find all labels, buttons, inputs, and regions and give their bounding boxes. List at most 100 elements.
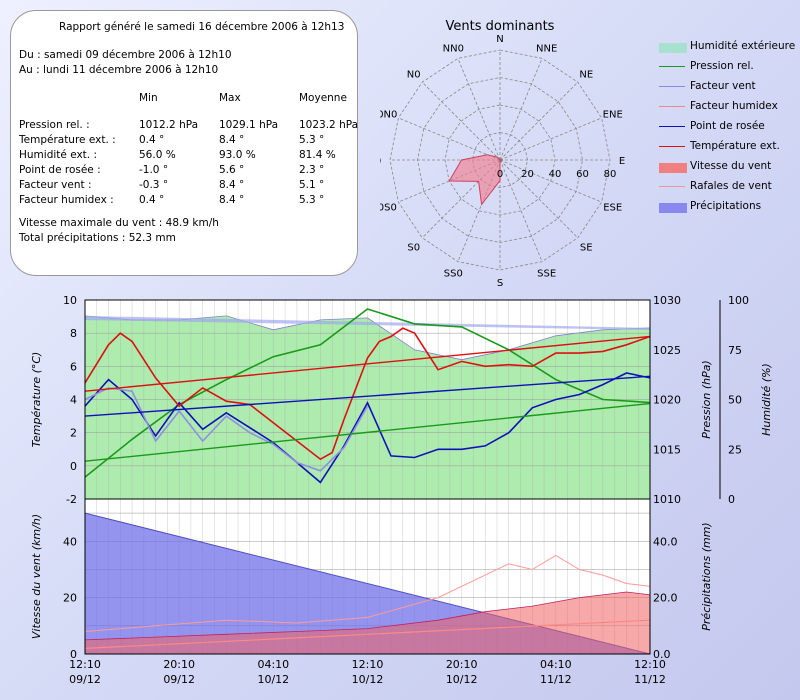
temperature-tick-label: -2 <box>66 493 77 506</box>
report-to: Au : lundi 11 décembre 2006 à 12h10 <box>19 64 219 76</box>
legend-label: Facteur vent <box>690 80 756 92</box>
series-line <box>84 327 651 461</box>
humidity-tick-label: 100 <box>728 294 749 307</box>
total-rain: Total précipitations : 52.3 mm <box>19 232 176 244</box>
stat-max: 8.4 ° <box>219 179 245 191</box>
stat-label: Température ext. : <box>19 134 116 146</box>
wind-rose-spoke <box>499 117 602 161</box>
legend-item: Rafales de vent <box>655 180 800 194</box>
temperature-tick-label: 2 <box>70 427 77 440</box>
radial-tick-label: 20 <box>521 169 534 180</box>
legend-item: Point de rosée <box>655 120 800 134</box>
legend-label: Facteur humidex <box>690 100 778 112</box>
humidity-tick-label: 50 <box>728 394 742 407</box>
pressure-tick-label: 1025 <box>653 344 681 357</box>
report-from: Du : samedi 09 décembre 2006 à 12h10 <box>19 49 232 61</box>
stat-min: 56.0 % <box>139 149 176 161</box>
legend-item: Précipitations <box>655 200 800 214</box>
stat-avg: 2.3 ° <box>299 164 325 176</box>
temperature-tick-label: 8 <box>70 327 77 340</box>
series-line <box>84 387 369 472</box>
legend-item: Vitesse du vent <box>655 160 800 174</box>
wind-direction-label: NN0 <box>443 43 464 54</box>
x-tick-date: 10/12 <box>257 673 289 686</box>
stat-label: Humidité ext. : <box>19 149 98 161</box>
stat-min: -1.0 ° <box>139 164 169 176</box>
stat-min: -0.3 ° <box>139 179 169 191</box>
stat-avg: 5.1 ° <box>299 179 325 191</box>
wind-tick-label: 20 <box>63 592 77 605</box>
stat-max: 8.4 ° <box>219 134 245 146</box>
x-tick-date: 09/12 <box>163 673 195 686</box>
wind-direction-label: SSE <box>537 269 556 280</box>
pressure-axis-title: Pression (hPa) <box>700 360 713 439</box>
wind-rose-spoke <box>499 81 579 161</box>
radial-tick-label: 60 <box>576 169 589 180</box>
x-tick-time: 12:10 <box>634 658 666 671</box>
wind-direction-label: ENE <box>603 109 623 120</box>
humidity-tick-label: 0 <box>728 493 735 506</box>
stat-min: 0.4 ° <box>139 194 165 206</box>
max-wind: Vitesse maximale du vent : 48.9 km/h <box>19 217 219 229</box>
wind-direction-label: ESE <box>603 203 622 214</box>
stat-max: 93.0 % <box>219 149 256 161</box>
wind-rose-spoke <box>499 58 543 161</box>
legend-swatch <box>659 66 685 67</box>
x-tick-time: 20:10 <box>446 658 478 671</box>
legend-swatch <box>659 203 687 213</box>
pressure-tick-label: 1030 <box>653 294 681 307</box>
stat-label: Facteur vent : <box>19 179 92 191</box>
wind-direction-label: 0 <box>380 156 381 167</box>
x-tick-time: 12:10 <box>69 658 101 671</box>
stat-label: Facteur humidex : <box>19 194 114 206</box>
wind-rose-spoke <box>398 117 501 161</box>
x-tick-date: 10/12 <box>446 673 478 686</box>
legend-label: Humidité extérieure <box>690 40 796 52</box>
rain-tick-label: 0.0 <box>653 648 671 661</box>
x-tick-date: 10/12 <box>352 673 384 686</box>
wind-direction-label: NNE <box>536 43 557 54</box>
legend-label: Vitesse du vent <box>690 160 772 172</box>
wind-direction-label: S <box>497 278 503 289</box>
legend-item: Facteur humidex <box>655 100 800 114</box>
temperature-tick-label: 0 <box>70 460 77 473</box>
rain-axis-title: Précipitations (mm) <box>700 522 713 630</box>
humidity-tick-label: 25 <box>728 443 742 456</box>
wind-rose-spoke <box>499 159 579 239</box>
stat-min: 1012.2 hPa <box>139 119 199 131</box>
radial-tick-label: 80 <box>604 169 617 180</box>
stat-max: 1029.1 hPa <box>219 119 279 131</box>
wind-direction-label: NE <box>579 70 593 81</box>
x-tick-date: 11/12 <box>634 673 666 686</box>
wind-tick-label: 0 <box>70 648 77 661</box>
legend-label: Rafales de vent <box>690 180 772 192</box>
radial-tick-label: 0 <box>497 169 503 180</box>
wind-rose-spoke <box>457 58 501 161</box>
stat-avg: 1023.2 hPa <box>299 119 359 131</box>
stat-avg: 81.4 % <box>299 149 336 161</box>
wind-direction-label: 0S0 <box>380 203 397 214</box>
report-title: Rapport généré le samedi 16 décembre 200… <box>59 21 345 33</box>
temperature-tick-label: 4 <box>70 394 77 407</box>
legend-label: Point de rosée <box>690 120 765 132</box>
legend-label: Pression rel. <box>690 60 754 72</box>
wind-axis-title: Vitesse du vent (km/h) <box>30 514 43 639</box>
series-line <box>84 402 651 462</box>
legend-label: Température ext. <box>690 140 780 152</box>
temperature-tick-label: 6 <box>70 360 77 373</box>
wind-trend-line <box>84 619 651 649</box>
legend-item: Température ext. <box>655 140 800 154</box>
wind-rose-polygon <box>448 154 503 206</box>
wind-direction-label: S0 <box>407 242 420 253</box>
wind-direction-label: N <box>496 34 503 45</box>
temperature-tick-label: 10 <box>63 294 77 307</box>
series-line <box>84 372 651 484</box>
weather-charts: 1086420-21030102510201015101010075502504… <box>30 294 773 686</box>
legend-swatch <box>659 146 685 147</box>
wind-rose-ring <box>389 49 611 271</box>
stat-min: 0.4 ° <box>139 134 165 146</box>
legend-swatch <box>659 126 685 127</box>
legend-swatch <box>659 186 685 187</box>
legend-item: Facteur vent <box>655 80 800 94</box>
